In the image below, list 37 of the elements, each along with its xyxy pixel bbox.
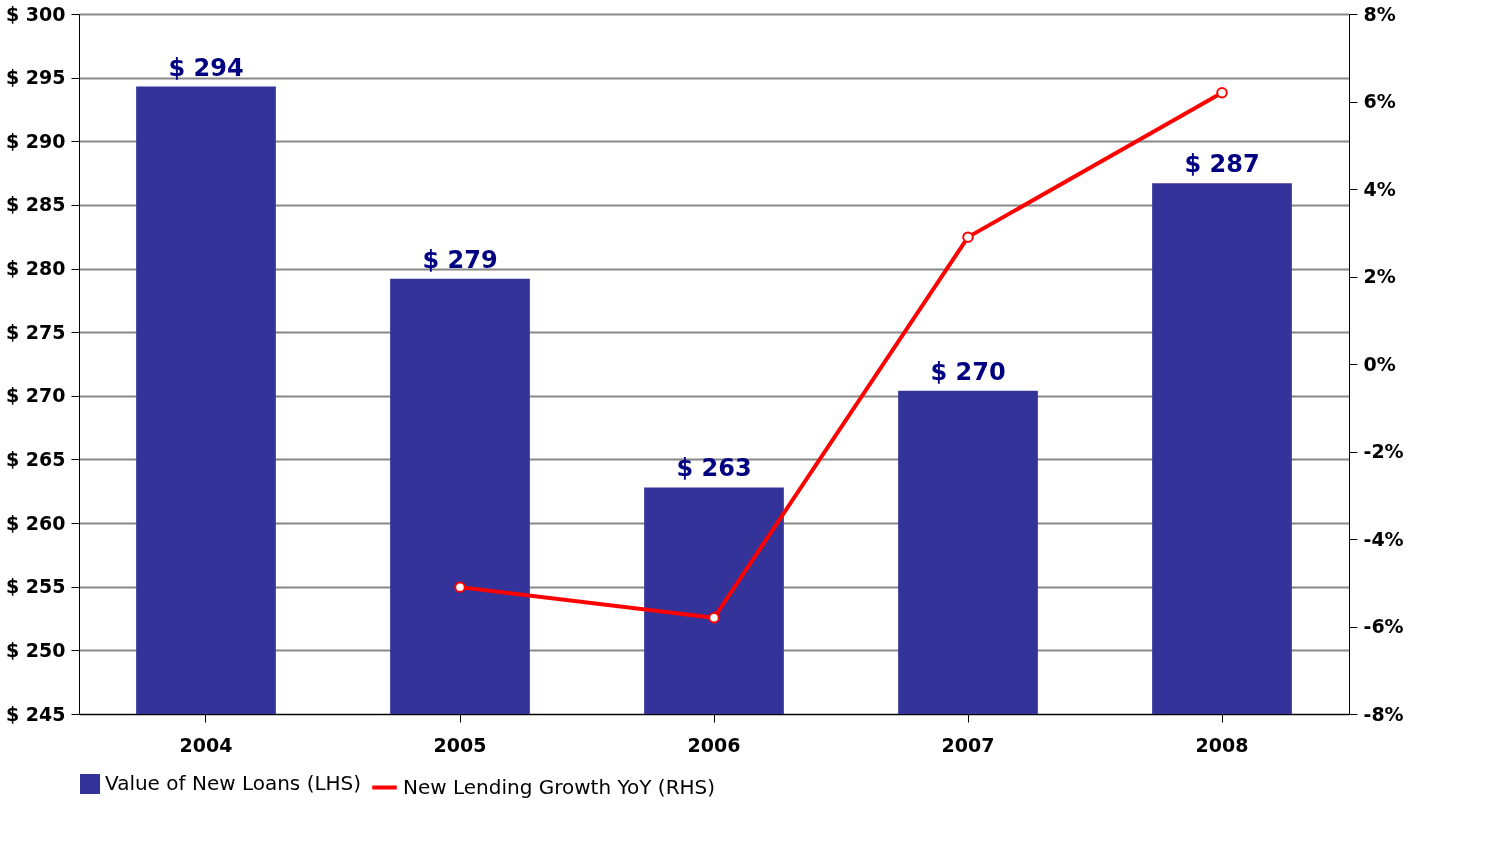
y-tick-label: $ 250 <box>6 638 66 661</box>
x-tick-label: 2004 <box>179 733 233 756</box>
y2-tick-label: 6% <box>1363 90 1396 112</box>
legend-label: Value of New Loans (LHS) <box>105 771 362 795</box>
y-tick-label: $ 300 <box>6 2 66 25</box>
y2-tick-label: -8% <box>1363 702 1404 725</box>
y2-tick-label: -2% <box>1363 440 1404 462</box>
y-tick-label: $ 245 <box>6 702 66 725</box>
y-tick-label: $ 265 <box>6 447 66 470</box>
y2-tick-label: -6% <box>1363 615 1404 637</box>
y2-tick-label: 2% <box>1363 265 1396 287</box>
y2-tick-label: -4% <box>1363 527 1404 550</box>
y-tick-label: $ 270 <box>6 384 66 407</box>
point <box>454 581 466 593</box>
y2-tick-label: 8% <box>1363 2 1396 25</box>
y-tick-label: $ 285 <box>6 193 66 216</box>
x-tick-label: 2006 <box>687 733 741 756</box>
y-tick-label: $ 295 <box>6 66 66 89</box>
x-tick-label: 2005 <box>433 733 487 756</box>
data-label: $ 279 <box>422 245 498 274</box>
y-tick-label: $ 275 <box>6 320 66 343</box>
x-tick-label: 2008 <box>1195 733 1249 756</box>
data-label: $ 294 <box>168 53 244 82</box>
y2-tick-label: 4% <box>1363 177 1396 200</box>
data-label: $ 287 <box>1184 150 1260 179</box>
point <box>708 612 720 624</box>
point <box>962 231 974 243</box>
point <box>1216 87 1228 99</box>
data-label: $ 263 <box>676 454 752 483</box>
y2-tick-label: 0% <box>1363 352 1396 375</box>
y-tick-label: $ 280 <box>6 257 66 280</box>
y-tick-label: $ 260 <box>6 511 66 534</box>
y-tick-label: $ 290 <box>6 129 66 152</box>
legend-label: New Lending Growth YoY (RHS) <box>403 774 716 799</box>
y-tick-label: $ 255 <box>6 575 66 598</box>
x-tick-label: 2007 <box>941 733 995 756</box>
data-label: $ 270 <box>930 357 1006 386</box>
